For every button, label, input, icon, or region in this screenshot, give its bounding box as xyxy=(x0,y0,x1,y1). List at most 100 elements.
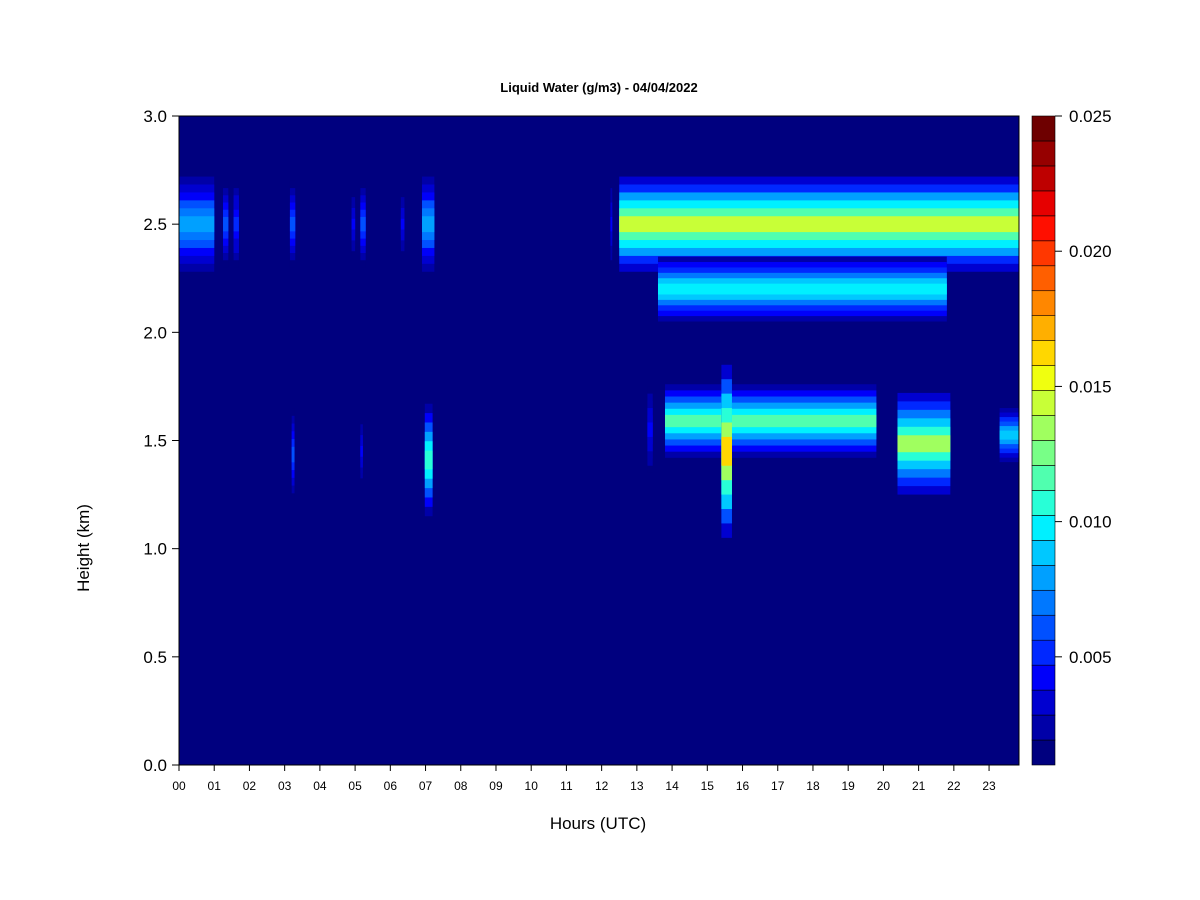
chart-title: Liquid Water (g/m3) - 04/04/2022 xyxy=(500,80,697,95)
heatmap-band xyxy=(647,422,653,437)
x-tick-label: 10 xyxy=(525,779,539,793)
heatmap-band xyxy=(223,216,229,232)
heatmap-band xyxy=(721,436,732,466)
colorbar-tick-label: 0.025 xyxy=(1069,107,1112,126)
colorbar-segment xyxy=(1031,714,1056,741)
heatmap-band xyxy=(360,216,366,232)
colorbar-tick-label: 0.010 xyxy=(1069,513,1112,532)
heatmap-cell-lower-cloud-23.5h xyxy=(999,408,1019,463)
x-tick-label: 20 xyxy=(877,779,891,793)
heatmap-cell-upper-band-5.2h xyxy=(360,180,366,268)
heatmap-band xyxy=(351,218,356,230)
colorbar-segment xyxy=(1031,689,1056,716)
colorbar-segment xyxy=(1031,290,1056,316)
heatmap-cell-lower-cloud-3.2h xyxy=(291,408,295,502)
x-tick-label: 12 xyxy=(595,779,609,793)
x-tick-label: 13 xyxy=(630,779,644,793)
x-tick-label: 22 xyxy=(947,779,961,793)
heatmap-band xyxy=(999,430,1019,440)
heatmap-band xyxy=(291,446,295,463)
y-tick-label: 0.5 xyxy=(143,648,167,667)
heatmap-band xyxy=(400,218,405,230)
colorbar-segment xyxy=(1031,340,1056,366)
colorbar-segment xyxy=(1031,490,1056,516)
x-axis-label: Hours (UTC) xyxy=(550,814,646,833)
colorbar-segment xyxy=(1031,440,1056,466)
heatmap-cell-upper-band-3.2h xyxy=(289,180,296,268)
y-tick-label: 2.0 xyxy=(143,323,167,342)
heatmap-band xyxy=(424,450,433,470)
heatmap-band xyxy=(289,216,296,232)
heatmap-cell-lower-cloud-13.4h xyxy=(647,386,653,473)
colorbar-tick-label: 0.020 xyxy=(1069,242,1112,261)
heatmap-band xyxy=(179,216,215,233)
heatmap-cell-upper-band-7.1h xyxy=(422,176,435,272)
colorbar xyxy=(1031,115,1056,766)
heatmap-band xyxy=(665,414,877,428)
heatmap-cell-lower-cloud-20-22h xyxy=(897,392,951,495)
colorbar-segment xyxy=(1031,540,1056,566)
y-tick-label: 1.5 xyxy=(143,432,167,451)
x-tick-label: 19 xyxy=(842,779,856,793)
x-tick-label: 06 xyxy=(384,779,398,793)
y-tick-label: 3.0 xyxy=(143,107,167,126)
colorbar-segment xyxy=(1031,140,1056,167)
heatmap-cell-upper-layer-extension xyxy=(657,256,947,322)
heatmap-cell-upper-band-1.6h xyxy=(233,180,239,268)
colorbar-segment xyxy=(1031,315,1056,341)
heatmap-band xyxy=(657,283,947,295)
heatmap-cell-upper-band-6.3h xyxy=(400,191,405,257)
colorbar-segment xyxy=(1031,565,1056,591)
x-tick-label: 17 xyxy=(771,779,785,793)
colorbar-ticks: 0.005 0.010 0.015 0.020 0.025 xyxy=(1055,107,1112,667)
heatmap-band xyxy=(422,216,435,233)
heatmap-cell-lower-cloud-spike-15.6h xyxy=(721,364,732,538)
colorbar-segment xyxy=(1031,639,1056,666)
heatmap-band xyxy=(619,216,1019,233)
x-tick-label: 00 xyxy=(172,779,186,793)
x-tick-label: 01 xyxy=(208,779,222,793)
heatmap-cell-upper-band-1.3h xyxy=(223,180,229,268)
y-tick-label: 1.0 xyxy=(143,540,167,559)
colorbar-segment xyxy=(1031,614,1056,641)
colorbar-segment xyxy=(1031,415,1056,441)
heatmap-cell-lower-cloud-7.1h xyxy=(424,403,433,517)
colorbar-tick-label: 0.005 xyxy=(1069,648,1112,667)
heatmap-band xyxy=(610,216,613,232)
colorbar-tick-label: 0.015 xyxy=(1069,377,1112,396)
x-tick-label: 08 xyxy=(454,779,468,793)
x-tick-label: 16 xyxy=(736,779,750,793)
x-tick-label: 03 xyxy=(278,779,292,793)
heatmap-cell-upper-band-12.3h xyxy=(610,180,613,268)
colorbar-segment xyxy=(1031,739,1056,766)
colorbar-segment xyxy=(1031,165,1056,192)
x-tick-label: 21 xyxy=(912,779,926,793)
colorbar-segment xyxy=(1031,115,1056,142)
x-tick-label: 09 xyxy=(489,779,503,793)
heatmap-cell-lower-cloud-5.2h xyxy=(360,418,363,484)
x-tick-label: 15 xyxy=(701,779,715,793)
x-tick-label: 14 xyxy=(665,779,679,793)
colorbar-segment xyxy=(1031,465,1056,491)
heatmap-cell-upper-band-4.9h xyxy=(351,191,356,257)
heatmap-plot-area xyxy=(179,116,1019,765)
x-axis: 00 01 02 03 04 05 06 07 08 09 10 11 12 13 14 15 16 17 18 19… xyxy=(172,765,996,793)
heatmap-band xyxy=(897,435,951,453)
colorbar-segment xyxy=(1031,240,1056,267)
heatmap-cell-lower-cloud-main xyxy=(665,384,877,458)
colorbar-segment xyxy=(1031,215,1056,242)
colorbar-segment xyxy=(1031,265,1056,292)
x-tick-label: 11 xyxy=(560,779,573,793)
heatmap-band xyxy=(360,445,363,457)
heatmap-cell-upper-layer-early xyxy=(179,176,215,272)
colorbar-segment xyxy=(1031,589,1056,616)
x-tick-label: 23 xyxy=(982,779,996,793)
x-tick-label: 02 xyxy=(243,779,257,793)
colorbar-segment xyxy=(1031,365,1056,391)
x-tick-label: 04 xyxy=(313,779,327,793)
y-axis-label: Height (km) xyxy=(74,504,93,592)
y-tick-label: 2.5 xyxy=(143,215,167,234)
colorbar-segment xyxy=(1031,515,1056,541)
colorbar-segment xyxy=(1031,390,1056,416)
